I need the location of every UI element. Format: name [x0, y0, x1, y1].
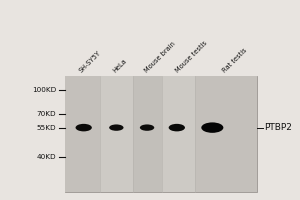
Ellipse shape — [201, 122, 224, 133]
Text: 100KD: 100KD — [32, 87, 56, 93]
Ellipse shape — [76, 124, 92, 131]
Bar — [162, 76, 195, 192]
Text: Mouse brain: Mouse brain — [143, 41, 176, 74]
Text: SH-SY5Y: SH-SY5Y — [78, 50, 102, 74]
Text: 40KD: 40KD — [37, 154, 56, 160]
Bar — [133, 76, 162, 192]
Text: PTBP2: PTBP2 — [264, 123, 292, 132]
Text: 70KD: 70KD — [37, 111, 56, 117]
Text: Rat testis: Rat testis — [221, 47, 248, 74]
Text: 55KD: 55KD — [37, 125, 56, 131]
Bar — [195, 76, 256, 192]
Bar — [100, 76, 133, 192]
Ellipse shape — [109, 124, 124, 131]
Bar — [64, 76, 100, 192]
Ellipse shape — [140, 124, 154, 131]
Bar — [64, 76, 256, 192]
Text: HeLa: HeLa — [112, 58, 128, 74]
Text: Mouse testis: Mouse testis — [175, 40, 208, 74]
Ellipse shape — [169, 124, 185, 131]
